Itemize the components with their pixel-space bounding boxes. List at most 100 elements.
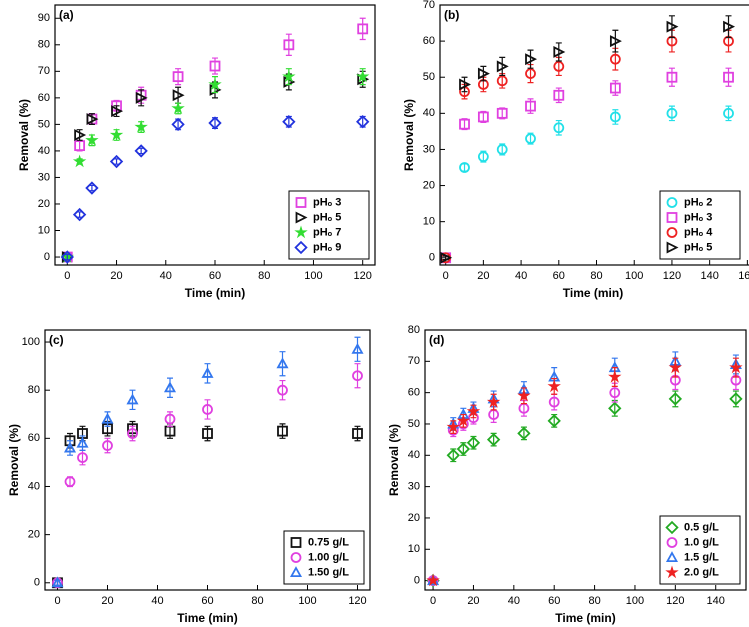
legend-marker [294,240,308,255]
point [729,392,743,406]
legend-label: 1.0 g/L [684,536,719,548]
legend-box [283,530,365,585]
error-bar [175,68,182,86]
point [111,105,124,118]
x-tick-label: 0 [54,595,60,607]
point [446,420,460,433]
y-axis-label: Removal (%) [402,99,416,171]
x-axis-label: Time (min) [563,286,623,300]
point [496,60,509,73]
plot-frame [424,329,747,591]
legend-label: pHₒ 7 [313,226,341,238]
y-tick-label: 60 [38,92,50,104]
y-tick-label: 60 [408,387,420,399]
legend-box [659,515,741,585]
point [547,379,561,393]
y-tick-label: 50 [408,418,420,430]
point [517,426,531,441]
error-bar [76,129,83,141]
point [171,117,185,132]
point [459,118,470,130]
error-bar [725,15,732,39]
error-bar [555,42,562,62]
point [201,366,214,378]
y-axis-label: Removal (%) [17,99,31,171]
error-bar [499,56,506,77]
legend-marker [666,197,678,208]
x-tick-label: 120 [666,595,684,607]
legend-label: pHₒ 3 [313,196,341,208]
error-bar [113,105,120,118]
legend-label: 2.0 g/L [684,566,719,578]
error-bar [175,86,182,104]
x-tick-label: 40 [160,270,172,282]
point [525,133,536,145]
y-tick-label: 40 [408,449,420,461]
error-bar [212,57,218,75]
error-bar [725,67,732,87]
y-tick-label: 20 [423,179,435,191]
point [352,370,363,382]
y-tick-label: 30 [423,143,435,155]
point [86,113,99,126]
point [77,452,88,463]
error-bar [279,351,286,377]
legend-marker [666,537,678,548]
x-tick-label: 60 [201,595,213,607]
error-bar [88,184,95,192]
point [553,60,565,72]
point [723,107,734,119]
point [459,162,470,173]
point [525,53,538,66]
error-bar [167,377,173,399]
panel: 0 20 40 60 80 100 120 0 10 20 30 40 50 60 70 80 90 Time (… [17,4,376,300]
point [477,151,489,163]
error-bar [461,163,468,172]
panel-label: (d) [429,333,444,347]
point [356,115,370,129]
y-tick-label: 0 [429,252,435,264]
legend-marker [289,566,303,577]
x-axis-label: Time (min) [555,611,615,625]
point [134,144,148,158]
x-axis-label: Time (min) [185,286,245,300]
legend-label: 1.00 g/L [308,551,349,563]
point [608,369,622,383]
point [456,442,471,456]
legend-label: pHₒ 3 [684,211,712,223]
point [723,20,736,33]
y-tick-label: 20 [408,512,420,524]
error-bar [129,389,136,411]
legend-label: pHₒ 5 [684,241,712,253]
point [64,476,76,488]
x-tick-label: 80 [258,270,270,282]
x-tick-label: 160 [738,270,749,282]
panel: 0 20 40 60 80 100 120 140 0 10 20 30 40 50 60 70 80 Time … [387,324,747,625]
x-tick-label: 80 [251,595,263,607]
y-tick-label: 10 [423,216,435,228]
point [668,360,683,374]
error-bar [461,76,468,93]
legend-marker [665,520,679,535]
point [477,67,490,80]
point [74,129,87,141]
panel: 0 20 40 60 80 100 120 140 160 0 10 20 30 40 50 60 70 Time… [402,0,749,300]
x-tick-label: 40 [515,270,527,282]
y-tick-label: 70 [423,0,435,11]
y-axis-label: Removal (%) [387,424,401,496]
point [496,75,508,87]
legend-label: pHₒ 5 [313,211,341,223]
y-tick-label: 60 [28,432,40,444]
panel: 0 20 40 60 80 100 120 0 20 40 60 80 100 Time (min) Rem… [7,329,371,625]
legend-label: 0.5 g/L [684,521,719,533]
point [109,127,124,141]
point [355,69,370,83]
legend-label: 0.75 g/L [308,536,349,548]
legend-marker [665,551,679,562]
error-bar [612,29,619,53]
point [517,388,531,402]
x-tick-label: 100 [625,270,643,282]
point [282,115,296,129]
point [202,428,213,439]
